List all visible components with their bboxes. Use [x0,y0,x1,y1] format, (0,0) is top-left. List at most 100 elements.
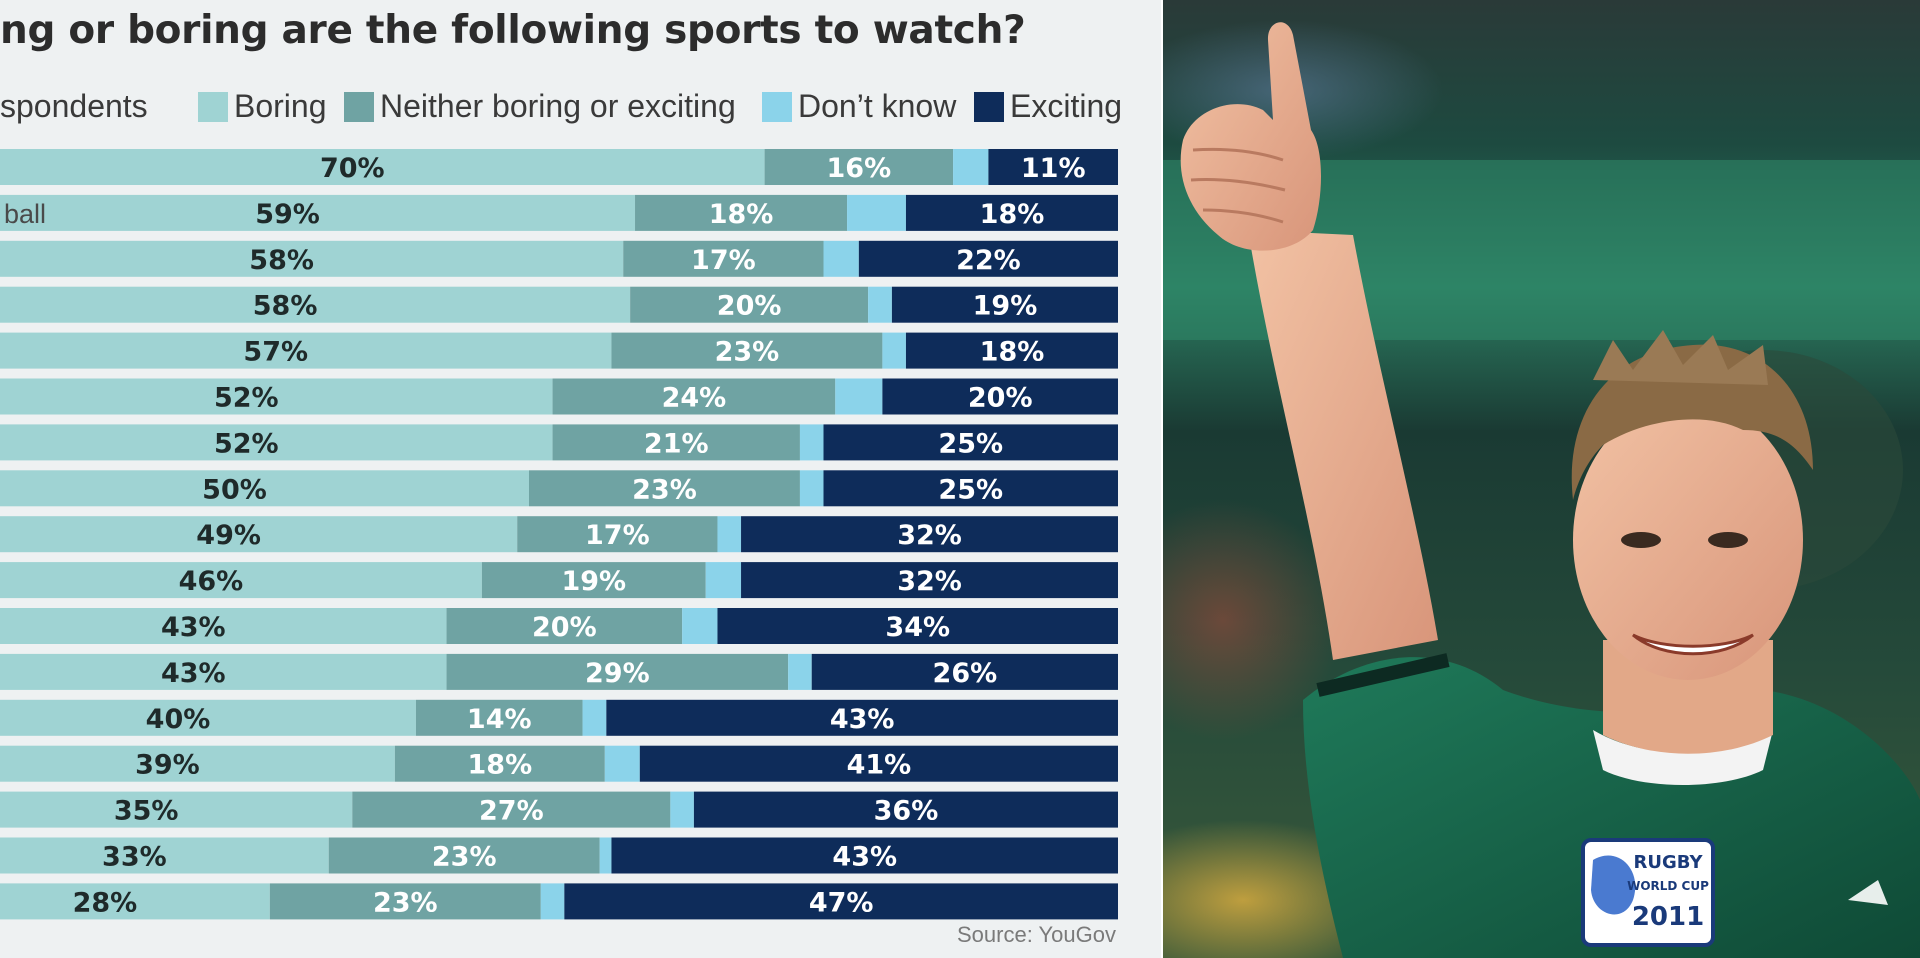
bar-segment-row-6-don-t-know [799,424,824,461]
bar-segment-row-6-boring [0,424,553,461]
data-label-row-12-series-0: 40% [146,704,211,735]
bar-segment-row-12-exciting [606,699,1118,736]
bar-segment-row-8-exciting [741,516,1118,553]
data-label-row-5-series-3: 20% [968,383,1033,414]
data-label-row-2-series-1: 17% [691,245,756,276]
bar-segment-row-0-boring [0,149,765,185]
bar-segment-row-2-don-t-know [823,240,859,277]
bar-segment-row-16-don-t-know [540,883,565,920]
legend-label-neither: Neither boring or exciting [380,88,736,124]
bar-segment-row-10-neither-boring-or-exciting [446,608,683,644]
bar-segment-row-5-neither-boring-or-exciting [552,378,836,415]
bar-segment-row-12-neither-boring-or-exciting [415,699,583,736]
legend-label-exciting: Exciting [1010,88,1123,124]
chart-title: ng or boring are the following sports to… [0,8,1026,53]
bar-segment-row-6-neither-boring-or-exciting [552,424,800,461]
data-label-row-10-series-1: 20% [532,612,597,643]
rugby-player-thumbs-up-photo: RUGBY WORLD CUP 2011 [1163,0,1920,958]
data-label-row-14-series-0: 35% [114,796,179,827]
data-label-row-5-series-0: 52% [214,383,279,414]
data-label-row-16-series-1: 23% [373,887,438,918]
bar-segment-row-5-exciting [882,378,1118,415]
data-label-row-11-series-1: 29% [585,658,650,689]
data-label-row-8-series-3: 32% [897,520,962,551]
data-label-row-13-series-0: 39% [135,750,200,781]
data-label-row-10-series-0: 43% [161,612,226,643]
bar-segment-row-14-exciting [693,791,1118,828]
bar-segment-row-5-boring [0,378,553,415]
bar-segment-row-12-boring [0,699,416,736]
legend: spondents Boring Neither boring or excit… [0,88,1125,128]
data-label-row-16-series-0: 28% [73,887,138,918]
rugby-player-photo: RUGBY WORLD CUP 2011 [1163,0,1920,958]
data-label-row-15-series-1: 23% [432,842,497,873]
legend-item-exciting: Exciting [974,88,1122,125]
bar-segment-row-8-don-t-know [717,516,742,553]
bar-segment-row-16-neither-boring-or-exciting [269,883,541,920]
data-label-row-9-series-3: 32% [897,566,962,597]
bar-segment-row-10-don-t-know [682,608,718,644]
bar-segment-row-7-exciting [823,470,1118,507]
bar-segment-row-9-exciting [741,562,1118,599]
data-label-row-12-series-1: 14% [467,704,532,735]
chart-panel: ng or boring are the following sports to… [0,0,1161,958]
bar-segment-row-5-don-t-know [835,378,883,415]
bar-segment-row-1-don-t-know [847,194,906,231]
data-label-row-11-series-0: 43% [161,658,226,689]
data-label-row-1-series-1: 18% [709,199,774,230]
data-label-row-5-series-1: 24% [662,383,727,414]
bar-segment-row-4-exciting [905,332,1118,369]
data-label-row-9-series-0: 46% [179,566,244,597]
bar-segment-row-0-neither-boring-or-exciting [764,149,954,185]
bar-segment-row-7-neither-boring-or-exciting [529,470,800,507]
bar-segment-row-11-neither-boring-or-exciting [446,653,789,690]
bar-segment-row-15-exciting [611,837,1118,874]
data-label-row-8-series-1: 17% [585,520,650,551]
bar-segment-row-15-neither-boring-or-exciting [328,837,600,874]
bar-segment-row-3-don-t-know [868,286,892,323]
legend-label-boring: Boring [234,88,327,124]
data-label-row-16-series-3: 47% [809,887,874,918]
bar-segment-row-13-exciting [639,745,1118,782]
bar-segment-row-9-neither-boring-or-exciting [481,562,706,599]
data-label-row-14-series-1: 27% [479,796,544,827]
bar-segment-row-11-don-t-know [788,653,812,690]
bar-segment-row-7-don-t-know [799,470,824,507]
bar-segment-row-12-don-t-know [582,699,607,736]
bar-segment-row-4-boring [0,332,612,369]
bar-segment-row-10-exciting [717,608,1118,644]
bar-segment-row-2-exciting [858,240,1118,277]
data-label-row-13-series-3: 41% [847,750,912,781]
bar-segment-row-2-boring [0,240,624,277]
data-label-row-3-series-3: 19% [973,291,1038,322]
bar-segment-row-3-exciting [891,286,1118,323]
bar-segment-row-14-boring [0,791,353,828]
legend-respondents-label: spondents [0,88,148,124]
bar-segment-row-6-exciting [823,424,1118,461]
bar-segment-row-13-don-t-know [604,745,640,782]
bar-segment-row-4-neither-boring-or-exciting [611,332,883,369]
data-label-row-15-series-3: 43% [832,842,897,873]
data-label-row-4-series-0: 57% [243,337,308,368]
data-label-row-0-series-3: 11% [1021,153,1086,184]
data-label-row-7-series-3: 25% [938,474,1003,505]
bar-segment-row-8-neither-boring-or-exciting [517,516,718,553]
bar-segment-row-8-boring [0,516,518,553]
data-label-row-3-series-1: 20% [717,291,782,322]
data-label-row-11-series-3: 26% [933,658,998,689]
bar-segment-row-1-exciting [905,194,1118,231]
data-label-row-8-series-0: 49% [196,520,261,551]
data-label-row-3-series-0: 58% [253,291,318,322]
bar-segment-row-1-boring [0,194,636,231]
data-label-row-2-series-3: 22% [956,245,1021,276]
legend-swatch-exciting [974,91,1004,122]
data-label-row-0-series-1: 16% [827,153,892,184]
bar-segment-row-9-don-t-know [705,562,742,599]
data-label-row-6-series-3: 25% [938,428,1003,459]
bar-segment-row-9-boring [0,562,482,599]
data-label-row-14-series-3: 36% [874,796,939,827]
bar-segment-row-7-boring [0,470,529,507]
bar-segment-row-14-neither-boring-or-exciting [352,791,671,828]
data-label-row-7-series-0: 50% [202,474,267,505]
bar-segment-row-1-neither-boring-or-exciting [635,194,848,231]
